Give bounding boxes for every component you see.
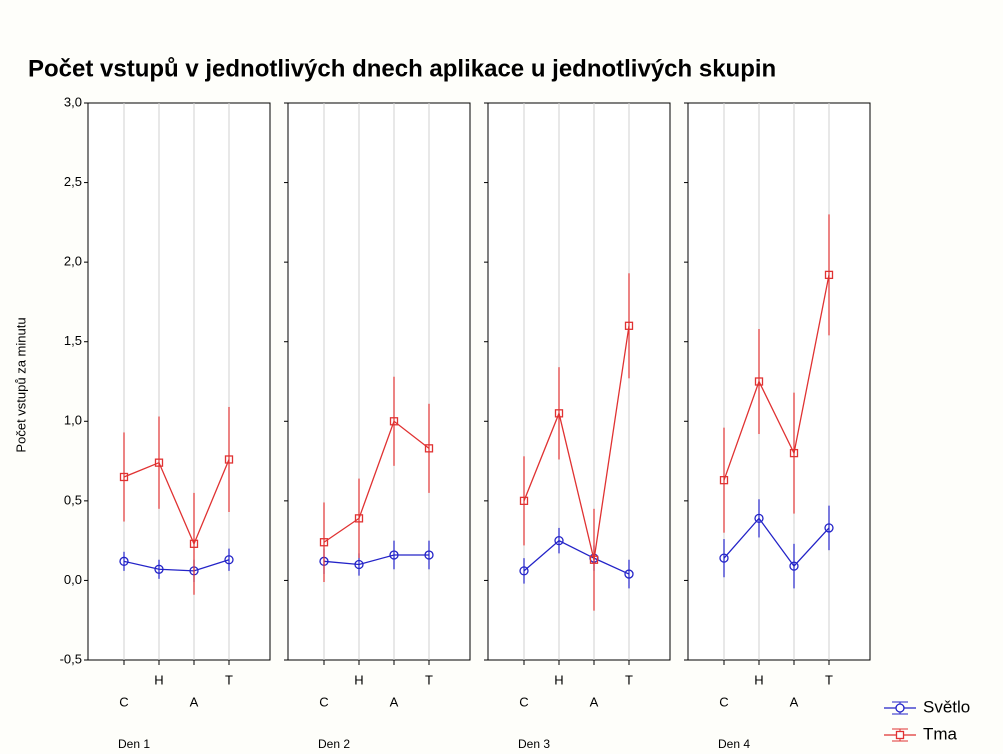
chart-title: Počet vstupů v jednotlivých dnech aplika… — [28, 55, 776, 82]
y-tick-label: -0,5 — [60, 651, 82, 666]
point — [719, 553, 729, 563]
x-tick-label: T — [625, 672, 633, 687]
x-tick-label: A — [190, 694, 199, 709]
point — [554, 409, 564, 418]
panel-frame — [87, 102, 271, 661]
point — [224, 455, 234, 464]
point — [389, 417, 399, 426]
point — [624, 321, 634, 330]
panel-frame — [687, 102, 871, 661]
legend-marker — [895, 730, 905, 740]
point — [319, 538, 329, 547]
point — [789, 448, 799, 458]
x-tick-label: T — [225, 672, 233, 687]
panel-frame — [487, 102, 671, 661]
legend-label: Světlo — [923, 697, 970, 716]
line — [123, 459, 230, 546]
x-tick-label: H — [754, 672, 763, 687]
line — [123, 559, 230, 572]
line — [523, 325, 630, 560]
point — [424, 550, 434, 560]
point — [354, 514, 364, 523]
x-tick-label: C — [119, 694, 128, 709]
y-axis-label: Počet vstupů za minutu — [13, 317, 28, 452]
y-tick-label: 2,5 — [64, 174, 82, 189]
panel-frame — [287, 102, 471, 661]
x-tick-label: T — [425, 672, 433, 687]
point — [224, 555, 234, 565]
x-tick-label: H — [154, 672, 163, 687]
point — [554, 535, 564, 546]
x-tick-label: H — [354, 672, 363, 687]
y-tick-label: 1,5 — [64, 333, 82, 348]
point — [154, 564, 164, 574]
line — [323, 420, 430, 543]
line — [523, 539, 630, 575]
x-tick-label: T — [825, 672, 833, 687]
x-tick-label: A — [390, 694, 399, 709]
panel-label: Den 3 — [518, 737, 550, 751]
x-tick-label: C — [319, 694, 328, 709]
point — [119, 556, 129, 566]
point — [154, 458, 164, 467]
point — [754, 377, 764, 386]
point — [624, 569, 634, 579]
point — [424, 444, 434, 453]
y-tick-label: 0,0 — [64, 572, 82, 587]
panel-label: Den 4 — [718, 737, 750, 751]
line — [323, 554, 429, 566]
point — [824, 270, 834, 280]
point — [824, 523, 834, 533]
point — [519, 496, 529, 506]
x-tick-label: H — [554, 672, 563, 687]
point — [754, 513, 764, 524]
legend-marker — [895, 703, 905, 713]
line — [723, 274, 830, 481]
point — [119, 472, 129, 482]
point — [519, 566, 529, 576]
point — [389, 550, 399, 560]
x-tick-label: C — [719, 694, 728, 709]
point — [589, 555, 599, 564]
x-tick-label: A — [590, 694, 599, 709]
panel-label: Den 1 — [118, 737, 150, 751]
y-tick-label: 0,5 — [64, 492, 82, 507]
y-tick-label: 1,0 — [64, 413, 82, 428]
legend-label: Tma — [923, 724, 958, 743]
y-tick-label: 2,0 — [64, 254, 82, 269]
y-tick-label: 3,0 — [64, 94, 82, 109]
line — [723, 517, 830, 568]
panel-label: Den 2 — [318, 737, 350, 751]
point — [789, 561, 799, 571]
x-tick-label: C — [519, 694, 528, 709]
point — [189, 539, 199, 548]
point — [719, 476, 729, 485]
point — [354, 559, 364, 570]
x-tick-label: A — [790, 694, 799, 709]
